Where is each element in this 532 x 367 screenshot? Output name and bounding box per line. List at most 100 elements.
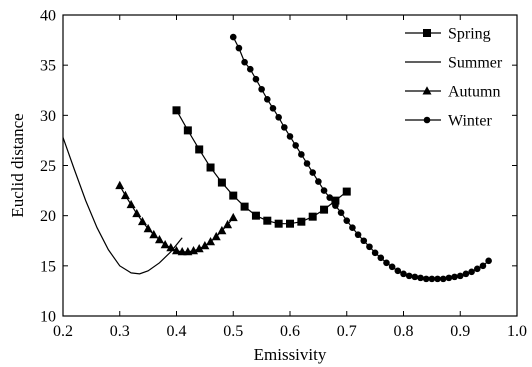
data-point-autumn <box>200 240 210 250</box>
x-tick-label: 0.8 <box>394 323 414 340</box>
data-point-autumn <box>228 212 238 222</box>
y-axis-title: Euclid distance <box>8 113 27 217</box>
data-point-winter <box>354 231 362 239</box>
data-point-winter <box>377 254 385 262</box>
series-autumn <box>115 180 238 256</box>
y-tick-label: 40 <box>40 8 56 25</box>
data-point-winter <box>315 178 322 185</box>
data-point-autumn <box>132 208 142 218</box>
data-point-autumn <box>115 180 125 190</box>
y-tick-label: 30 <box>40 108 56 125</box>
data-point-winter <box>445 274 453 282</box>
x-tick-label: 0.6 <box>280 323 300 340</box>
data-point-autumn <box>177 246 187 256</box>
data-point-autumn <box>166 242 176 252</box>
data-point-winter <box>246 65 254 73</box>
legend-marker-winter <box>423 116 431 124</box>
data-point-spring <box>297 217 306 226</box>
data-point-autumn <box>206 236 216 246</box>
data-point-winter <box>298 151 305 158</box>
series-summer <box>62 137 183 275</box>
data-point-autumn <box>160 239 170 249</box>
series-layer <box>62 33 492 283</box>
data-point-winter <box>451 273 458 281</box>
data-point-autumn <box>149 229 159 239</box>
series-spring <box>172 106 351 228</box>
legend: Spring Summer Autumn Winter <box>405 26 503 130</box>
y-tick-label: 10 <box>40 309 56 326</box>
legend-item-autumn: Autumn <box>405 84 500 101</box>
data-point-autumn <box>172 245 181 255</box>
data-point-autumn <box>120 190 130 200</box>
data-point-spring <box>240 202 249 211</box>
y-tick-label: 15 <box>40 258 56 275</box>
legend-item-spring: Spring <box>405 26 491 43</box>
data-point-winter <box>275 114 282 121</box>
x-tick-label: 0.7 <box>337 323 357 340</box>
data-point-winter <box>241 58 248 66</box>
series-winter <box>229 33 492 283</box>
series-line-winter <box>232 36 490 280</box>
data-point-spring <box>251 211 260 220</box>
data-point-spring <box>195 145 204 154</box>
data-point-winter <box>332 202 339 209</box>
data-point-spring <box>320 205 329 214</box>
series-line-spring <box>175 110 348 225</box>
data-point-winter <box>258 85 265 93</box>
data-point-winter <box>405 272 413 280</box>
data-point-winter <box>417 274 424 282</box>
data-point-winter <box>400 270 407 278</box>
series-line-autumn <box>119 185 234 253</box>
ticks-layer: 0.2 0.3 0.4 0.5 0.6 0.7 0.8 0.9 1.0 10 15 20 25 30 35 4… <box>40 8 527 341</box>
data-point-spring <box>229 191 238 200</box>
data-point-spring <box>308 212 317 221</box>
data-point-autumn <box>137 216 147 226</box>
legend-label-autumn: Autumn <box>448 84 500 101</box>
data-point-winter <box>309 169 317 176</box>
data-point-winter <box>349 224 356 232</box>
data-point-spring <box>342 187 351 196</box>
data-point-autumn <box>217 225 227 235</box>
data-point-winter <box>343 217 351 224</box>
data-point-autumn <box>194 243 204 253</box>
data-point-spring <box>331 196 340 205</box>
data-point-winter <box>456 272 464 280</box>
data-point-winter <box>468 268 475 276</box>
data-point-spring <box>217 178 226 187</box>
data-point-winter <box>485 257 492 265</box>
x-tick-label: 0.2 <box>53 323 73 340</box>
data-point-winter <box>422 275 430 283</box>
data-point-winter <box>235 44 243 52</box>
y-tick-label: 25 <box>40 158 56 175</box>
x-tick-label: 0.5 <box>223 323 243 340</box>
legend-label-winter: Winter <box>448 113 492 130</box>
data-point-autumn <box>211 231 221 241</box>
legend-label-spring: Spring <box>448 26 491 43</box>
legend-item-winter: Winter <box>405 113 492 130</box>
data-point-winter <box>264 95 271 103</box>
x-tick-label: 0.9 <box>450 323 470 340</box>
data-point-winter <box>462 270 470 278</box>
data-point-winter <box>320 187 328 194</box>
data-point-spring <box>206 163 215 172</box>
data-point-spring <box>263 216 272 225</box>
x-tick-label: 1.0 <box>507 323 527 340</box>
x-tick-label: 0.3 <box>110 323 130 340</box>
data-point-winter <box>286 133 294 140</box>
data-point-winter <box>366 243 373 251</box>
data-point-winter <box>337 209 345 216</box>
data-point-winter <box>269 105 277 112</box>
data-point-spring <box>183 126 192 135</box>
data-point-winter <box>360 237 368 245</box>
data-point-winter <box>303 160 311 167</box>
data-point-autumn <box>126 199 136 209</box>
data-point-winter <box>479 262 487 270</box>
data-point-winter <box>388 263 396 271</box>
data-point-spring <box>286 219 294 228</box>
data-point-winter <box>434 275 441 283</box>
y-tick-label: 35 <box>40 58 56 75</box>
data-point-winter <box>252 75 260 83</box>
data-point-winter <box>292 142 299 149</box>
data-point-winter <box>411 273 419 281</box>
data-point-winter <box>473 265 481 273</box>
